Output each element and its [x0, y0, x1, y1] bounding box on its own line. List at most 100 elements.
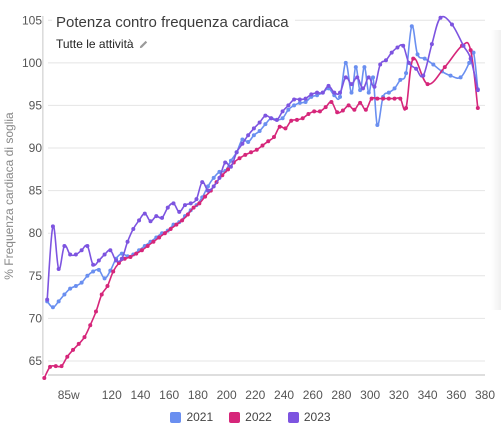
- data-point-2021: [338, 94, 343, 99]
- data-point-2021: [409, 24, 414, 29]
- legend-item-2023[interactable]: 2023: [287, 410, 331, 424]
- data-point-2023: [246, 133, 251, 138]
- data-point-2023: [326, 83, 331, 88]
- legend-label-2023: 2023: [303, 410, 331, 424]
- data-point-2023: [85, 243, 90, 248]
- x-tick-label: 85w: [58, 388, 80, 402]
- data-point-2023: [142, 211, 147, 216]
- data-point-2023: [205, 188, 210, 193]
- data-point-2021: [263, 122, 268, 127]
- data-point-2022: [425, 82, 430, 87]
- data-point-2023: [131, 226, 136, 231]
- data-point-2022: [306, 111, 311, 116]
- data-point-2022: [162, 231, 167, 236]
- data-point-2023: [91, 262, 96, 267]
- data-point-2023: [137, 218, 142, 223]
- data-point-2022: [398, 96, 403, 101]
- data-point-2021: [375, 123, 380, 128]
- data-point-2023: [383, 58, 388, 63]
- data-point-2022: [363, 107, 368, 112]
- data-point-2023: [257, 120, 262, 125]
- data-point-2021: [392, 86, 397, 91]
- data-point-2022: [42, 376, 47, 380]
- legend-label-2021: 2021: [186, 410, 214, 424]
- legend-swatch-2021: [170, 411, 182, 423]
- data-point-2023: [200, 180, 205, 185]
- x-tick-label: 120: [102, 388, 122, 402]
- legend-item-2022[interactable]: 2022: [229, 410, 272, 424]
- data-point-2023: [389, 50, 394, 55]
- y-tick-label: 90: [29, 141, 43, 155]
- y-tick-label: 75: [29, 269, 43, 283]
- legend-item-2021[interactable]: 2021: [170, 410, 213, 424]
- pencil-icon[interactable]: [138, 39, 149, 50]
- data-point-2022: [277, 124, 282, 129]
- legend: 2021 2022 2023: [0, 410, 501, 424]
- data-point-2022: [151, 239, 156, 244]
- data-point-2022: [82, 335, 87, 340]
- data-point-2023: [320, 90, 325, 95]
- data-point-2021: [471, 50, 476, 55]
- data-point-2023: [148, 219, 153, 224]
- data-point-2022: [323, 105, 328, 110]
- data-point-2022: [312, 109, 317, 114]
- data-point-2023: [309, 92, 314, 97]
- data-point-2021: [62, 292, 67, 297]
- data-point-2022: [386, 96, 391, 101]
- data-point-2023: [360, 86, 365, 91]
- data-point-2023: [56, 266, 61, 271]
- legend-swatch-2022: [229, 411, 241, 423]
- data-point-2021: [292, 103, 297, 108]
- data-point-2023: [468, 56, 473, 61]
- data-point-2023: [68, 252, 73, 257]
- y-tick-label: 70: [29, 311, 43, 325]
- x-tick-label: 160: [159, 388, 179, 402]
- data-point-2022: [145, 243, 150, 248]
- data-point-2022: [93, 309, 98, 314]
- y-tick-label: 105: [22, 13, 42, 27]
- x-tick-label: 240: [274, 388, 294, 402]
- data-point-2022: [289, 118, 294, 123]
- y-axis-title: % Frequenza cardiaca di soglia: [2, 112, 16, 280]
- activity-filter[interactable]: Tutte le attività: [56, 37, 289, 51]
- axes: 65 70 75 80 85 90 95 100 105 85w 120 140 160 180 200 22…: [22, 13, 495, 402]
- data-point-2023: [406, 60, 411, 65]
- data-point-2023: [286, 103, 291, 108]
- data-point-2023: [269, 116, 274, 121]
- data-point-2021: [349, 90, 354, 95]
- series-line-2021: [46, 25, 479, 309]
- data-point-2022: [105, 284, 110, 289]
- data-point-2022: [300, 116, 305, 121]
- data-point-2023: [421, 73, 426, 78]
- data-point-2022: [335, 110, 340, 115]
- data-point-2022: [317, 109, 322, 114]
- data-point-2021: [257, 128, 262, 133]
- data-point-2023: [372, 84, 377, 89]
- data-point-2021: [56, 299, 61, 304]
- data-point-2022: [468, 48, 473, 53]
- data-point-2021: [211, 175, 216, 180]
- data-point-2021: [96, 267, 101, 272]
- y-tick-label: 80: [29, 226, 43, 240]
- data-point-2022: [442, 65, 447, 70]
- data-point-2023: [475, 88, 480, 93]
- data-point-2021: [280, 116, 285, 121]
- data-point-2022: [71, 347, 76, 352]
- data-point-2022: [369, 96, 374, 101]
- data-point-2022: [266, 139, 271, 144]
- data-point-2021: [398, 77, 403, 82]
- data-point-2022: [294, 117, 299, 122]
- data-point-2021: [73, 284, 78, 289]
- y-tick-label: 85: [29, 184, 43, 198]
- data-point-2023: [274, 117, 279, 122]
- data-point-2021: [467, 60, 472, 65]
- data-point-2023: [73, 252, 78, 257]
- data-point-2022: [243, 152, 248, 157]
- data-point-2021: [366, 90, 371, 95]
- data-point-2021: [251, 133, 256, 138]
- data-point-2021: [415, 52, 420, 57]
- data-point-2022: [48, 364, 53, 369]
- data-point-2021: [297, 100, 302, 105]
- series-layer: [42, 15, 480, 380]
